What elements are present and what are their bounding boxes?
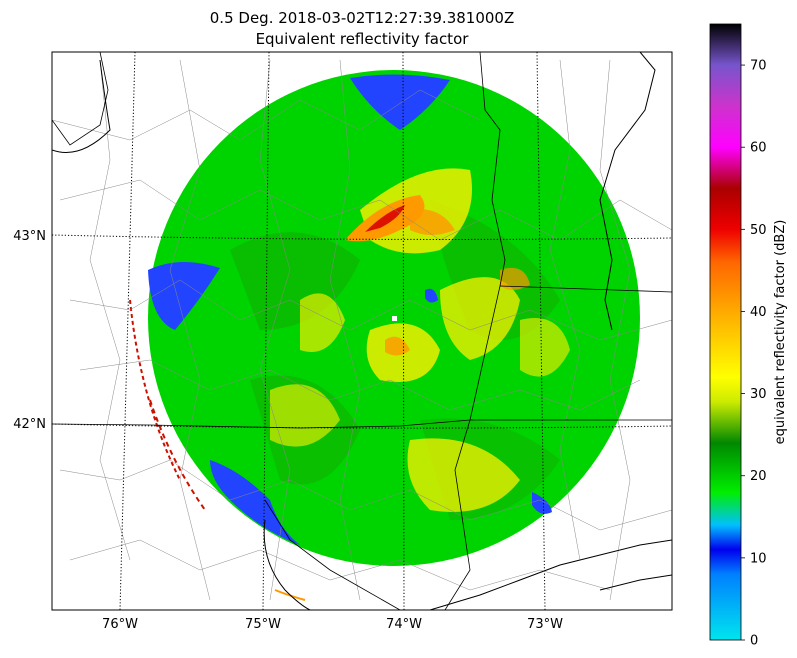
colorbar-tick-label: 70 bbox=[750, 59, 767, 74]
colorbar-tick-label: 10 bbox=[750, 551, 767, 566]
meridian-76w bbox=[119, 51, 136, 611]
echo-blue-region bbox=[425, 288, 438, 303]
echo-blue-region bbox=[210, 460, 300, 545]
county-boundaries bbox=[52, 59, 672, 601]
colorbar-frame bbox=[709, 23, 742, 641]
echo-red-core bbox=[365, 205, 405, 232]
echo-orange-band bbox=[385, 336, 410, 356]
echo-orange-band bbox=[410, 209, 455, 235]
reflectivity-field bbox=[129, 70, 640, 601]
map-frame bbox=[51, 51, 673, 611]
tick-label-75w: 75°W bbox=[245, 617, 281, 632]
colorbar-label: equivalent reflectivity factor (dBZ) bbox=[773, 220, 788, 445]
tick-label-42n: 42°N bbox=[13, 417, 46, 432]
tick-label-76w: 76°W bbox=[102, 617, 138, 632]
coastlines bbox=[52, 52, 672, 610]
tick-label-73w: 73°W bbox=[527, 617, 563, 632]
colorbar-tick-label: 20 bbox=[750, 469, 767, 484]
echo-orange-band bbox=[500, 267, 530, 290]
state-boundaries bbox=[52, 52, 672, 610]
colorbar-tick-label: 60 bbox=[750, 141, 767, 156]
plot-title: 0.5 Deg. 2018-03-02T12:27:39.381000Z bbox=[209, 9, 515, 27]
tick-label-43n: 43°N bbox=[13, 229, 46, 244]
latitude-tick-labels: 43°N 42°N bbox=[13, 229, 46, 432]
echo-blue-region bbox=[350, 74, 450, 130]
colorbar-tick-label: 50 bbox=[750, 223, 767, 238]
echo-clutter-arc bbox=[129, 299, 181, 481]
echo-yellow-region bbox=[300, 293, 345, 352]
meridian-74w bbox=[402, 51, 405, 611]
longitude-tick-labels: 76°W 75°W 74°W 73°W bbox=[102, 617, 563, 632]
colorbar-tick-label: 30 bbox=[750, 387, 767, 402]
echo-blue-region bbox=[532, 492, 552, 514]
echo-yellow-region bbox=[407, 438, 520, 512]
meridian-75w bbox=[262, 51, 270, 611]
radar-site-marker bbox=[392, 316, 397, 321]
echo-yellow-region bbox=[520, 318, 570, 377]
tick-label-74w: 74°W bbox=[386, 617, 422, 632]
echo-clutter-arc bbox=[149, 399, 206, 511]
meridian-73w bbox=[536, 51, 546, 611]
colorbar-gradient bbox=[710, 24, 741, 640]
echo-yellow-region bbox=[270, 384, 340, 447]
echo-yellow-region bbox=[440, 277, 520, 360]
colorbar-ticks: 0 10 20 30 40 50 60 70 bbox=[741, 59, 767, 649]
echo-blue-region bbox=[148, 261, 220, 330]
colorbar-tick-label: 0 bbox=[750, 634, 758, 649]
graticule bbox=[51, 51, 673, 611]
colorbar-tick-label: 40 bbox=[750, 305, 767, 320]
plot-subtitle: Equivalent reflectivity factor bbox=[255, 30, 469, 48]
colorbar: 0 10 20 30 40 50 60 70 equivalent reflectivity … bbox=[709, 23, 788, 649]
